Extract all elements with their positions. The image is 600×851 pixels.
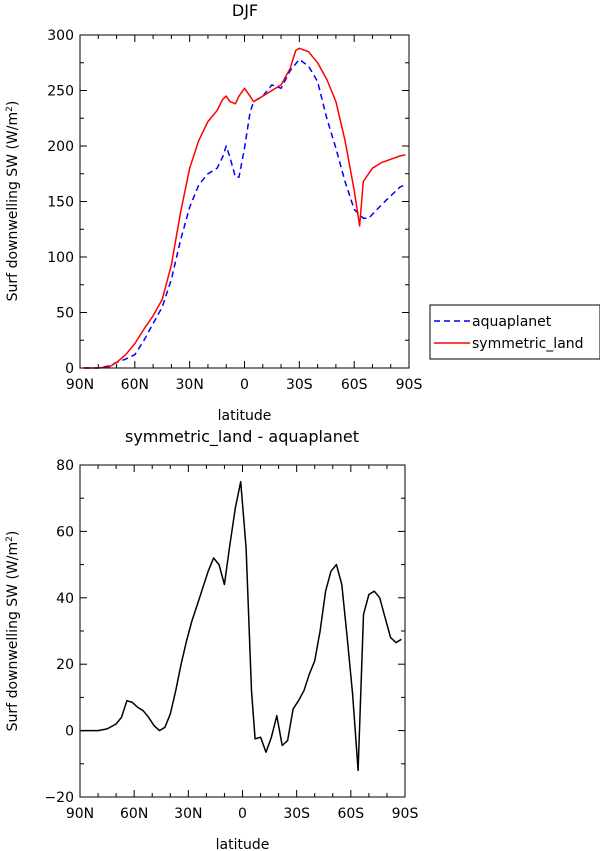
top-ticks: 90N 60N 30N 0 30S 60S 90S 0 50 100 150 200 250 300 [47, 28, 422, 393]
legend: aquaplanet symmetric_land [429, 304, 600, 360]
top-x-tick-label: 90N [66, 377, 94, 393]
bottom-y-tick-label: −20 [44, 790, 74, 806]
legend-label-symmetric-land: symmetric_land [472, 336, 584, 352]
top-y-tick-label: 50 [56, 306, 74, 322]
top-x-axis-label: latitude [218, 408, 272, 424]
top-x-tick-label: 90S [396, 377, 423, 393]
top-x-tick-label: 0 [240, 377, 249, 393]
bottom-y-tick-label: 80 [56, 458, 74, 474]
bottom-x-tick-label: 60N [120, 806, 148, 822]
bottom-x-tick-label: 0 [238, 806, 247, 822]
bottom-y-tick-label: 40 [56, 591, 74, 607]
top-series-group [83, 47, 406, 369]
top-y-tick-label: 100 [47, 250, 74, 266]
bottom-y-tick-label: 0 [65, 724, 74, 740]
top-x-tick-label: 30N [176, 377, 204, 393]
top-chart: DJF 90N 60N 30N 0 30S 60S 90S 0 50 100 150 200 250 30… [5, 1, 422, 424]
top-series-line-aquaplanet [83, 58, 406, 369]
top-chart-title: DJF [232, 1, 258, 20]
top-y-tick-label: 300 [47, 28, 74, 44]
bottom-x-tick-label: 60S [337, 806, 364, 822]
bottom-x-tick-label: 30S [283, 806, 310, 822]
bottom-chart: symmetric_land - aquaplanet 90N 60N 30N 0 30… [5, 427, 418, 851]
top-y-axis-label: Surf downwelling SW (W/m2) [5, 101, 21, 302]
top-x-tick-label: 60N [121, 377, 149, 393]
top-y-tick-label: 150 [47, 195, 74, 211]
top-y-tick-label: 200 [47, 139, 74, 155]
legend-box [429, 304, 600, 360]
top-series-line-symmetric-land [83, 47, 406, 369]
bottom-y-axis-label: Surf downwelling SW (W/m2) [5, 531, 21, 732]
top-x-tick-label: 30S [286, 377, 313, 393]
top-plot-frame [79, 34, 410, 369]
bottom-chart-title: symmetric_land - aquaplanet [125, 427, 359, 447]
top-y-tick-label: 0 [65, 361, 74, 377]
bottom-plot-frame [79, 464, 406, 798]
bottom-x-tick-label: 30N [174, 806, 202, 822]
top-y-tick-label: 250 [47, 84, 74, 100]
bottom-x-tick-label: 90N [66, 806, 94, 822]
bottom-y-tick-label: 60 [56, 524, 74, 540]
bottom-x-axis-label: latitude [216, 837, 270, 851]
bottom-x-tick-label: 90S [392, 806, 419, 822]
top-x-tick-label: 60S [341, 377, 368, 393]
bottom-series-group [80, 480, 402, 772]
legend-label-aquaplanet: aquaplanet [472, 314, 552, 330]
bottom-series-line-difference [80, 480, 402, 772]
bottom-y-tick-label: 20 [56, 657, 74, 673]
